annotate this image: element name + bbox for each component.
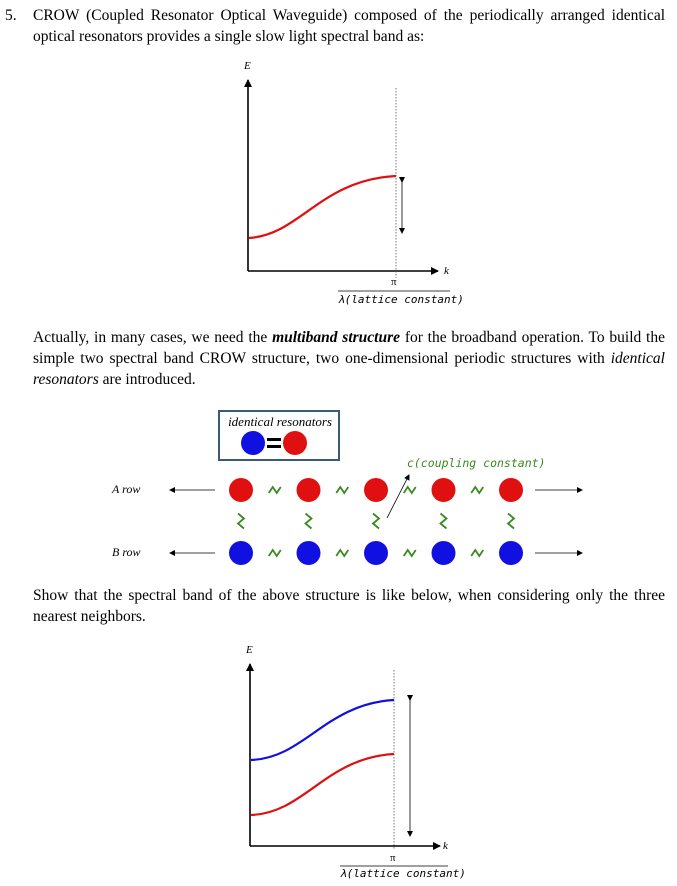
legend-red-resonator (283, 431, 307, 455)
y-axis-label: E (244, 60, 251, 72)
pi-label: π (391, 276, 397, 288)
inter-row-coupling (304, 512, 313, 530)
b-row-resonator (431, 541, 456, 565)
resonator-diagram: identical resonators A row B row c(coupl… (0, 400, 677, 580)
inter-row-coupling (236, 512, 246, 530)
a-row-coupling (470, 485, 484, 495)
coupling-label: c(coupling constant) (407, 456, 546, 470)
legend-equals-bottom (267, 445, 281, 448)
multiband-emphasis: multiband structure (272, 329, 401, 346)
multiband-paragraph: Actually, in many cases, we need the mul… (33, 329, 665, 388)
b-row-coupling (470, 548, 484, 558)
question-paragraph: Show that the spectral band of the above… (33, 587, 665, 625)
a-row-resonator (364, 478, 388, 502)
a-row-resonator (431, 478, 456, 502)
x-axis-label: k (444, 265, 449, 277)
a-row-resonator (296, 478, 321, 502)
legend-equals-top (267, 438, 281, 441)
x-axis-label-2: k (443, 840, 448, 852)
b-row-resonator (499, 541, 523, 565)
inter-row-coupling (506, 512, 516, 530)
row-a-label: A row (112, 482, 141, 496)
intro-text: CROW (Coupled Resonator Optical Waveguid… (33, 7, 665, 45)
figure-single-band: E k π λ(lattice constant) (0, 0, 677, 310)
b-row-coupling (268, 548, 282, 558)
inter-row-coupling (439, 512, 448, 530)
coupling-pointer (386, 474, 410, 519)
b-row-resonator (229, 541, 253, 565)
upper-band-curve (250, 698, 395, 762)
band-curve (248, 174, 397, 240)
b-row-coupling (403, 548, 417, 558)
identical-resonators-legend: identical resonators (218, 410, 340, 461)
a-row-coupling (335, 485, 349, 495)
resonator-group (229, 478, 523, 565)
a-row-coupling (403, 485, 417, 495)
single-band-plot (244, 79, 450, 292)
a-row-resonator (499, 478, 523, 502)
lattice-label-2: λ(lattice constant) (340, 867, 466, 880)
b-row-coupling (335, 548, 349, 558)
legend-title: identical resonators (228, 414, 332, 429)
a-row-coupling (268, 485, 282, 495)
pi-label-2: π (390, 852, 396, 864)
problem-number: 5. (5, 7, 17, 24)
lower-band-curve (250, 752, 395, 817)
problem-intro: 5. CROW (Coupled Resonator Optical Waveg… (5, 5, 665, 47)
b-row-resonator (364, 541, 388, 565)
identical-resonators-emphasis: identical resonators (33, 350, 665, 388)
a-row-resonator (229, 478, 253, 502)
y-axis-label-2: E (246, 644, 253, 656)
inter-row-coupling (371, 512, 381, 530)
lattice-label: λ(lattice constant) (338, 293, 464, 306)
legend-blue-resonator (241, 431, 265, 455)
b-row-resonator (296, 541, 321, 565)
resonator-rows (169, 431, 583, 565)
row-b-label: B row (112, 545, 141, 559)
